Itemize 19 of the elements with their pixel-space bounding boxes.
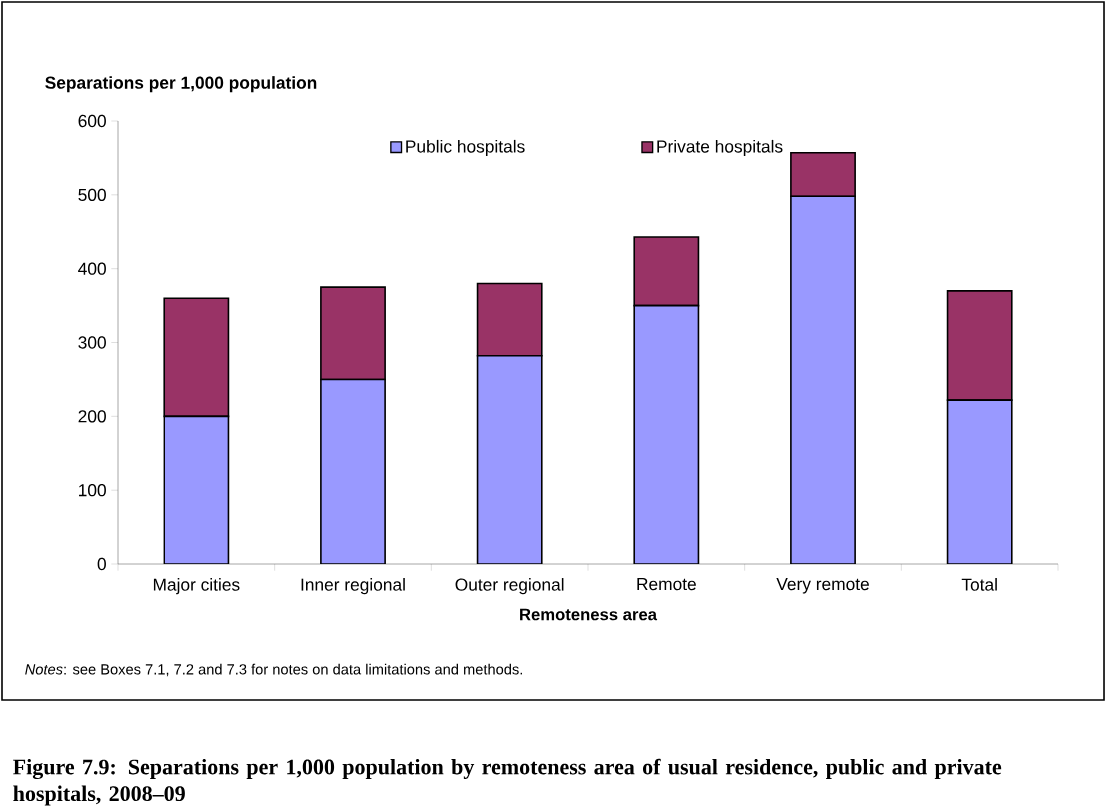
y-tick-label: 300: [78, 336, 106, 349]
x-tick-label: Inner regional: [301, 578, 405, 595]
y-tick-label: 400: [78, 262, 106, 275]
text: Notes: see Boxes 7.1, 7.2 and 7.3 for notes on data limitations and methods.: [25, 663, 523, 677]
y-tick-label: 0: [97, 557, 106, 571]
y-tick-label: 600: [78, 114, 106, 128]
y-axis-title: Separations per 1,000 population: [45, 76, 317, 93]
y-tick-label: 500: [78, 188, 106, 201]
x-tick-label: Very remote: [776, 578, 869, 594]
x-tick-label: Remote: [637, 578, 696, 591]
x-tick-label: Major cities: [153, 578, 240, 595]
y-tick-label: 200: [78, 410, 106, 423]
legend-label: Public hospitals: [406, 139, 525, 157]
y-tick-label: 100: [79, 484, 106, 497]
text: Figure 7.9: Separations per 1,000 population by remoteness area of usual residence, public and private hospitals, 2008–09: [13, 758, 1002, 806]
x-tick-label: Total: [961, 578, 997, 591]
legend-label: Private hospitals: [657, 139, 783, 157]
x-axis-title: Remoteness area: [520, 608, 658, 621]
x-tick-label: Outer regional: [455, 578, 564, 595]
